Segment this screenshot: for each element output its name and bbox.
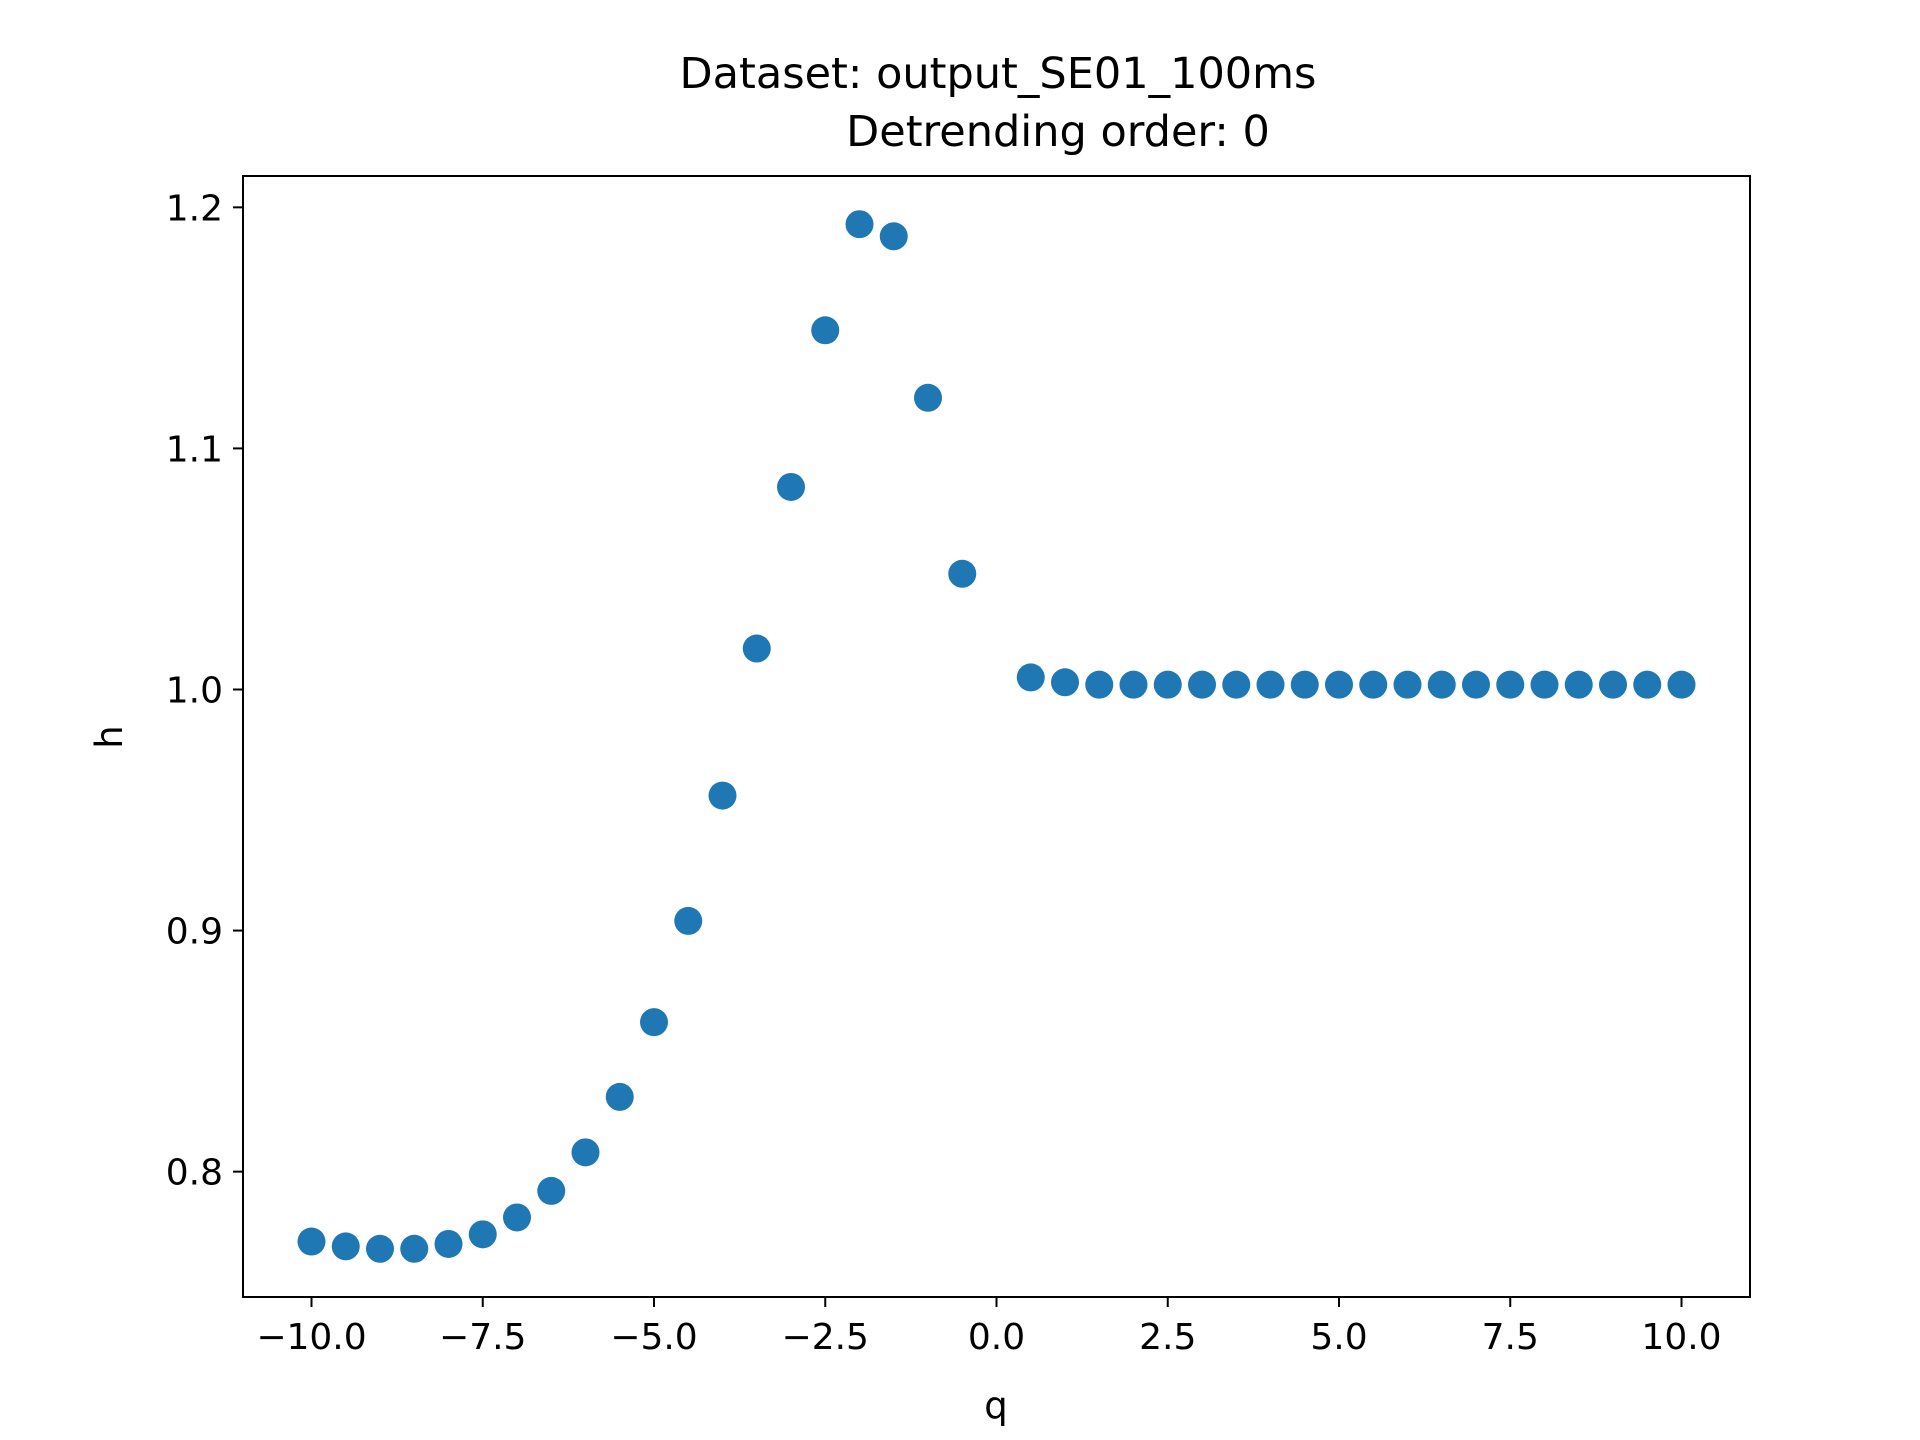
data-point (1496, 670, 1525, 699)
x-tick-label: −10.0 (256, 1317, 366, 1358)
x-tick-label: −2.5 (782, 1317, 869, 1358)
data-point (1016, 663, 1045, 692)
data-point (503, 1203, 531, 1232)
data-point (537, 1176, 566, 1205)
data-point (708, 781, 737, 810)
data-point (1462, 670, 1490, 699)
data-point (914, 383, 942, 412)
data-point (742, 634, 771, 663)
x-axis-ticks: −10.0 −7.5 −5.0 −2.5 0.0 2.5 5.0 7.5 10.0 (256, 1297, 1722, 1358)
data-point (1051, 668, 1079, 697)
data-point (1667, 670, 1696, 699)
data-point (1564, 670, 1593, 699)
data-point (605, 1082, 634, 1111)
data-point (777, 472, 805, 501)
data-point (1427, 670, 1456, 699)
data-point (1256, 670, 1285, 699)
x-tick-label: −7.5 (439, 1317, 526, 1358)
data-point (1290, 670, 1319, 699)
data-point (674, 906, 703, 935)
data-point (948, 559, 977, 588)
data-point (1085, 670, 1114, 699)
chart-title-line-2: Detrending order: 0 (846, 107, 1270, 157)
x-tick-label: 10.0 (1641, 1317, 1721, 1358)
y-tick-label: 1.2 (166, 188, 223, 229)
y-tick-label: 1.1 (166, 429, 223, 470)
data-point (1599, 670, 1627, 699)
data-point (1325, 670, 1353, 699)
chart-title-line-1: Dataset: output_SE01_100ms (680, 49, 1317, 99)
data-point (1393, 670, 1422, 699)
y-tick-label: 1.0 (166, 670, 223, 711)
data-point (571, 1138, 600, 1167)
data-point (845, 210, 874, 239)
data-point (366, 1234, 394, 1263)
data-point (331, 1232, 360, 1261)
data-point (1359, 670, 1388, 699)
y-tick-label: 0.9 (166, 912, 223, 953)
plot-area-frame (242, 175, 1751, 1298)
data-point (879, 222, 908, 251)
data-point (811, 316, 840, 345)
data-point (1153, 670, 1182, 699)
data-point (1119, 670, 1148, 699)
data-point (297, 1227, 326, 1256)
data-point (1633, 670, 1662, 699)
data-point (434, 1229, 463, 1258)
data-point (400, 1234, 429, 1263)
x-tick-label: 7.5 (1482, 1317, 1539, 1358)
scatter-points (297, 210, 1696, 1263)
x-tick-label: 5.0 (1310, 1317, 1367, 1358)
data-point (1188, 670, 1216, 699)
x-tick-label: 2.5 (1139, 1317, 1196, 1358)
data-point (468, 1220, 497, 1249)
y-axis-label: h (88, 725, 131, 748)
data-point (640, 1008, 668, 1037)
data-point (1530, 670, 1559, 699)
x-axis-label: q (984, 1384, 1008, 1427)
y-tick-label: 0.8 (166, 1153, 223, 1194)
y-axis-ticks: 0.8 0.9 1.0 1.1 1.2 (166, 188, 243, 1194)
data-point (1222, 670, 1251, 699)
x-tick-label: 0.0 (968, 1317, 1025, 1358)
x-tick-label: −5.0 (610, 1317, 697, 1358)
